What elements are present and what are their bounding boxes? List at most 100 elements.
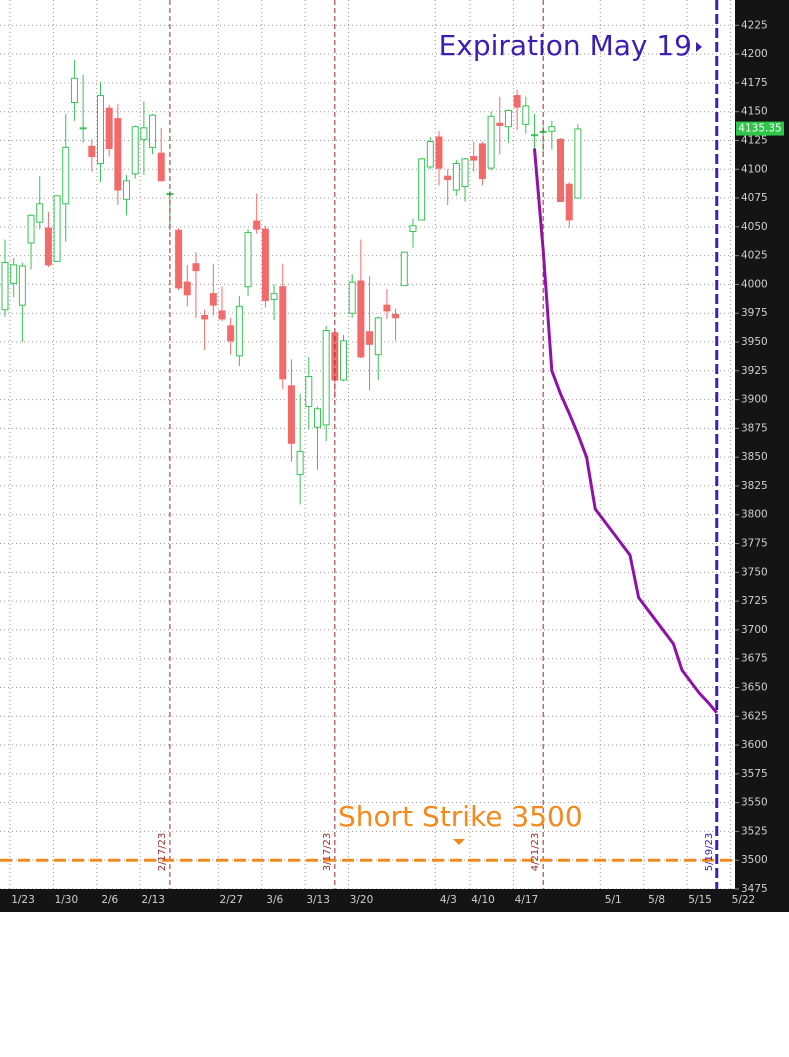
- candle-body: [44, 227, 52, 266]
- candle-body: [279, 286, 287, 380]
- event-label: 4/21/23: [530, 833, 541, 872]
- y-tick-label: 3550: [741, 797, 768, 809]
- candle-body: [96, 95, 104, 165]
- y-tick-label: 3900: [741, 394, 768, 406]
- candle-body: [565, 183, 573, 221]
- y-tick-label: 4100: [741, 163, 768, 175]
- candle-body: [461, 158, 469, 188]
- y-tick-label: 3825: [741, 480, 768, 492]
- candle-body: [18, 265, 26, 306]
- candle-body: [218, 310, 226, 320]
- candle-body: [496, 122, 504, 127]
- candle-body: [522, 105, 530, 125]
- x-tick-label: 5/8: [648, 894, 665, 906]
- y-tick-label: 3850: [741, 451, 768, 463]
- candle-body: [504, 110, 512, 128]
- y-tick-label: 3700: [741, 624, 768, 636]
- chart: 3475 3500 3525 3550 3575 3600 3625 3650 3675 3700…: [0, 0, 789, 912]
- candle-body: [244, 232, 252, 288]
- candle-body: [209, 293, 217, 306]
- candle-body: [183, 281, 191, 296]
- y-tick-label: 4075: [741, 192, 768, 204]
- candle-body: [123, 180, 131, 200]
- y-tick-label: 3525: [741, 825, 768, 837]
- last-price-label: 4135.35: [738, 123, 781, 135]
- x-tick-label: 3/6: [266, 894, 283, 906]
- candle-body: [235, 305, 243, 357]
- x-tick-label: 4/17: [515, 894, 539, 906]
- y-tick-label: 3600: [741, 739, 768, 751]
- candle-body: [88, 145, 96, 158]
- candle-body: [253, 220, 261, 230]
- candle-body: [340, 340, 348, 381]
- candle-body: [287, 385, 295, 444]
- x-tick-label: 2/6: [101, 894, 118, 906]
- price-axis-panel: [735, 0, 789, 912]
- x-tick-label: 2/27: [220, 894, 244, 906]
- plot-area: [0, 0, 735, 889]
- x-tick-label: 1/23: [11, 894, 35, 906]
- candle-body: [140, 127, 148, 140]
- candle-body: [374, 317, 382, 356]
- candle-body: [175, 229, 183, 289]
- x-tick-label: 5/1: [605, 894, 622, 906]
- y-tick-label: 3625: [741, 710, 768, 722]
- candle-body: [313, 408, 321, 428]
- candle-body: [261, 228, 269, 302]
- candle-body: [79, 127, 87, 130]
- event-label: 5/19/23: [704, 833, 715, 872]
- y-tick-label: 3650: [741, 681, 768, 693]
- last-price-box: [736, 121, 784, 136]
- y-tick-label: 3975: [741, 307, 768, 319]
- candle-body: [62, 146, 70, 205]
- y-tick-label: 3675: [741, 653, 768, 665]
- candle-body: [548, 126, 556, 132]
- candle-body: [114, 118, 122, 191]
- y-tick-label: 3475: [741, 883, 768, 895]
- y-tick-label: 3750: [741, 566, 768, 578]
- candle-body: [530, 134, 538, 137]
- candle-body: [470, 156, 478, 161]
- candle-body: [487, 115, 495, 169]
- y-tick-label: 3500: [741, 854, 768, 866]
- candle-body: [149, 114, 157, 148]
- candle-body: [10, 264, 18, 284]
- candle-body: [478, 143, 486, 179]
- candle-body: [131, 126, 139, 175]
- short-strike-arrow: [453, 839, 465, 845]
- candle-body: [557, 138, 565, 203]
- candle-body: [452, 163, 460, 191]
- candle-body: [192, 263, 200, 272]
- candle-body: [1, 262, 9, 311]
- candle-body: [435, 136, 443, 169]
- candle-body: [296, 450, 304, 475]
- short-strike-annotation: Short Strike 3500: [338, 800, 583, 833]
- y-tick-label: 3875: [741, 422, 768, 434]
- expiration-annotation: Expiration May 19: [439, 29, 692, 62]
- x-tick-label: 1/30: [55, 894, 79, 906]
- candle-body: [392, 313, 400, 319]
- y-tick-label: 3800: [741, 509, 768, 521]
- y-tick-label: 4225: [741, 19, 768, 31]
- event-label: 2/17/23: [157, 833, 168, 872]
- candle-body: [201, 315, 209, 320]
- candle-body: [53, 195, 61, 262]
- y-tick-label: 3950: [741, 336, 768, 348]
- x-tick-label: 4/10: [471, 894, 495, 906]
- date-axis-panel: [0, 889, 789, 912]
- candle-body: [270, 293, 278, 300]
- candle-body: [409, 225, 417, 232]
- candle-body: [426, 141, 434, 168]
- y-tick-label: 4050: [741, 221, 768, 233]
- x-tick-label: 5/22: [732, 894, 756, 906]
- candle-body: [418, 158, 426, 221]
- candle-body: [305, 376, 313, 407]
- candle-body: [322, 329, 330, 426]
- y-tick-label: 4000: [741, 278, 768, 290]
- candle-body: [400, 251, 408, 287]
- forecast-line: [532, 148, 718, 714]
- candle-body: [27, 214, 35, 244]
- y-tick-label: 3925: [741, 365, 768, 377]
- expiration-arrow: [696, 42, 702, 52]
